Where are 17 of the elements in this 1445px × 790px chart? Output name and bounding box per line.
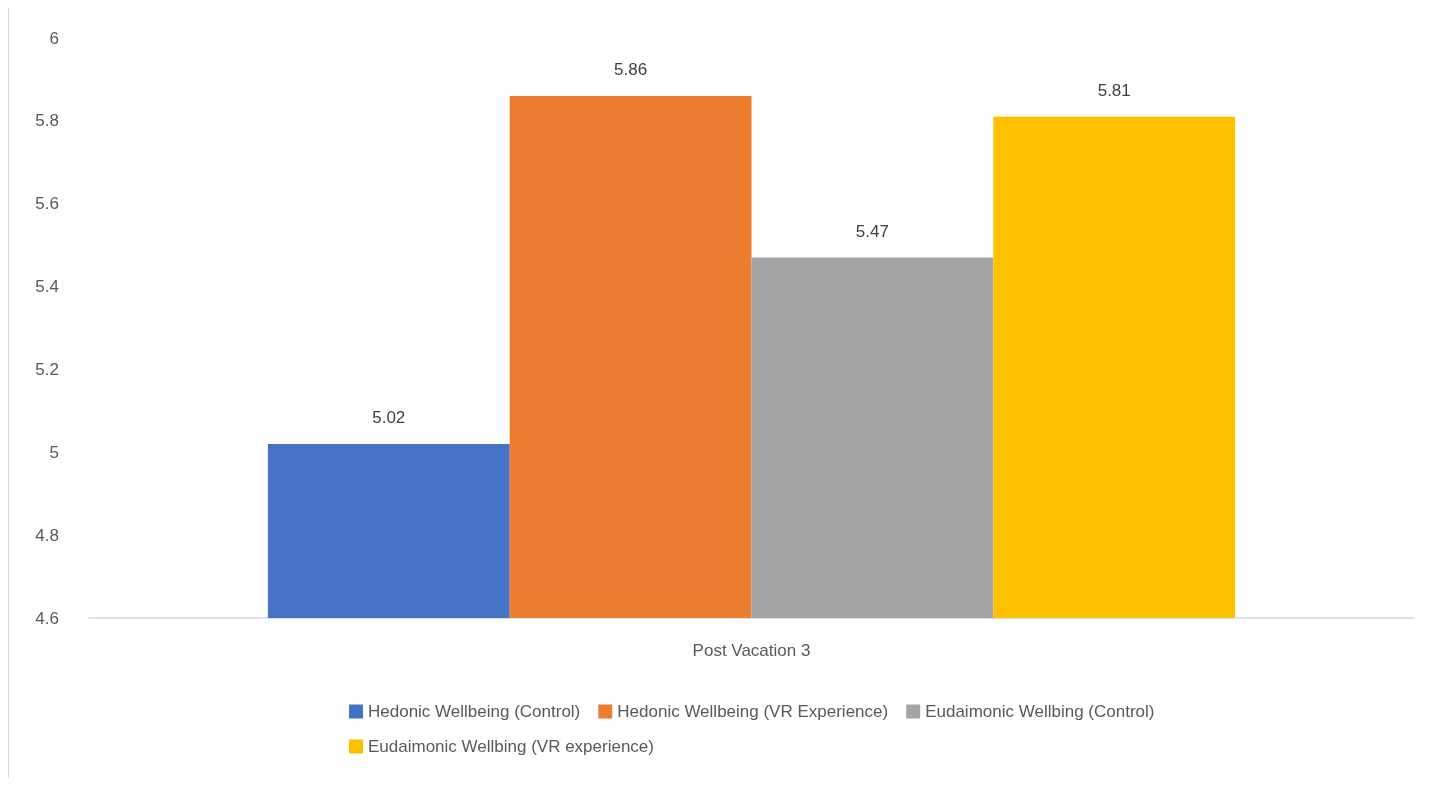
y-tick-label: 4.8 bbox=[35, 525, 59, 545]
legend-label: Hedonic Wellbeing (Control) bbox=[368, 702, 581, 721]
y-tick-label: 5.2 bbox=[35, 359, 59, 379]
y-tick-label: 5.4 bbox=[35, 277, 59, 297]
data-label: 5.81 bbox=[1097, 80, 1131, 100]
x-tick-label: Post Vacation 3 bbox=[692, 641, 811, 660]
legend-label: Eudaimonic Wellbing (VR experience) bbox=[368, 737, 654, 756]
y-tick-label: 5.6 bbox=[35, 194, 59, 214]
legend-label: Eudaimonic Wellbing (Control) bbox=[925, 702, 1155, 721]
y-tick-label: 5 bbox=[49, 442, 59, 462]
y-tick-label: 6 bbox=[49, 28, 59, 48]
data-label: 5.02 bbox=[372, 408, 406, 427]
data-label: 5.47 bbox=[855, 221, 889, 241]
y-tick-label: 5.8 bbox=[35, 111, 59, 131]
data-label: 5.86 bbox=[614, 60, 648, 79]
legend-label: Hedonic Wellbeing (VR Experience) bbox=[617, 702, 889, 721]
y-tick-label: 4.6 bbox=[35, 608, 59, 628]
